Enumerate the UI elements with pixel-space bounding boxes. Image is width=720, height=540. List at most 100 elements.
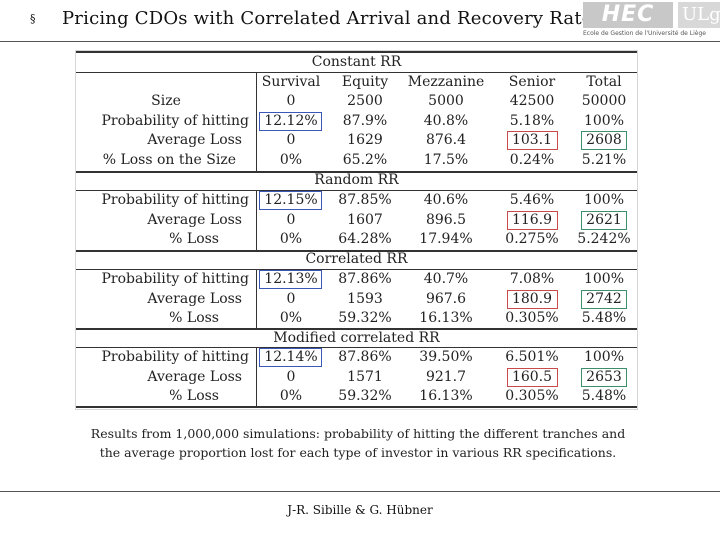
row-label: Average Loss — [147, 368, 242, 385]
table-cell: 87.86% — [338, 349, 392, 365]
table-cell: 39.50% — [419, 349, 473, 365]
highlight-box-survival — [259, 270, 322, 289]
highlight-box-senior — [507, 290, 558, 309]
highlight-box-total — [581, 211, 627, 230]
highlight-box-total — [581, 290, 627, 309]
table-cell: 1607 — [347, 211, 383, 228]
section-divider — [76, 347, 637, 348]
table-row: Size 0 2500 5000 42500 50000 — [76, 92, 637, 112]
table-cell: 160.5 — [511, 368, 553, 385]
table-cell: 100% — [583, 192, 625, 208]
table-cell: 0% — [279, 231, 303, 247]
hec-logo-mark: HEC — [583, 2, 673, 28]
section-divider — [76, 171, 637, 173]
table-cell: 16.13% — [419, 310, 473, 326]
row-label: % Loss — [169, 310, 219, 326]
section-title-constant-rr: Constant RR — [311, 54, 402, 70]
table-row: % Loss 0% 64.28% 17.94% 0.275% 5.242% — [76, 230, 637, 250]
row-label: % Loss — [169, 388, 219, 404]
table-cell: 0 — [286, 290, 296, 307]
table-cell: 2608 — [586, 132, 622, 148]
logo-subtitle: École de Gestion de l'Université de Lièg… — [583, 30, 706, 37]
table-cell: 116.9 — [511, 211, 553, 228]
footer-authors: J-R. Sibille & G. Hübner — [287, 503, 433, 517]
column-header-mezzanine: Mezzanine — [407, 74, 485, 90]
hec-ulg-logo: HEC ULg École de Gestion de l'Université… — [583, 2, 720, 42]
section-title-random-rr: Random RR — [314, 172, 399, 188]
table-cell: 0 — [286, 368, 296, 385]
table-row: Probability of hitting 12.12% 87.9% 40.8… — [76, 112, 637, 132]
table-cell: 0.24% — [509, 151, 555, 168]
row-label: Average Loss — [147, 211, 242, 228]
section-divider — [76, 328, 637, 330]
table-cell: 0.305% — [505, 310, 559, 326]
table-cell: 896.5 — [425, 211, 467, 228]
row-label: Probability of hitting — [101, 349, 250, 365]
table-top-rule — [76, 51, 637, 53]
table-cell: 16.13% — [419, 388, 473, 404]
table-cell: 65.2% — [342, 151, 388, 168]
table-cell: 5.21% — [581, 151, 627, 168]
table-cell: 0 — [286, 211, 296, 228]
table-cell: 0% — [279, 388, 303, 404]
table-cell: 87.85% — [338, 192, 392, 208]
highlight-box-survival — [259, 112, 322, 131]
results-table-image: Constant RR Survival Equity Mezzanine Se… — [75, 50, 638, 410]
table-cell: 2653 — [586, 368, 622, 385]
table-row: Average Loss 0 1629 876.4 103.1 2608 — [76, 131, 637, 151]
table-row: % Loss 0% 59.32% 16.13% 0.305% 5.48% — [76, 309, 637, 329]
row-label: Average Loss — [147, 290, 242, 307]
table-cell: 0% — [279, 151, 303, 168]
table-row: % Loss 0% 59.32% 16.13% 0.305% 5.48% — [76, 387, 637, 407]
table-cell: 87.9% — [342, 112, 388, 129]
table-cell: 2621 — [586, 211, 622, 228]
table-cell: 12.12% — [264, 112, 318, 129]
table-row: Probability of hitting 12.14% 87.86% 39.… — [76, 348, 637, 368]
section-divider — [76, 190, 637, 191]
table-cell: 12.15% — [264, 192, 318, 208]
slide-title: Pricing CDOs with Correlated Arrival and… — [62, 8, 603, 29]
table-cell: 59.32% — [338, 388, 392, 404]
highlight-box-survival — [259, 191, 322, 210]
section-divider — [76, 72, 637, 73]
section-title-modified-correlated-rr: Modified correlated RR — [273, 330, 440, 346]
table-cell: 42500 — [509, 93, 555, 109]
highlight-box-senior — [507, 368, 558, 387]
section-title-correlated-rr: Correlated RR — [305, 251, 408, 267]
table-bottom-rule — [76, 406, 637, 408]
table-cell: 0 — [286, 93, 296, 109]
table-cell: 40.8% — [423, 112, 469, 129]
table-cell: 40.7% — [423, 271, 469, 287]
table-cell: 87.86% — [338, 271, 392, 287]
row-label: Size — [151, 93, 181, 109]
table-header-row: Survival Equity Mezzanine Senior Total — [76, 73, 637, 93]
row-label: Probability of hitting — [101, 271, 250, 287]
table-cell: 2742 — [586, 290, 622, 307]
table-cell: 40.6% — [423, 192, 469, 208]
footer-divider — [0, 491, 720, 492]
table-cell: 0.305% — [505, 388, 559, 404]
table-cell: 1593 — [347, 290, 383, 307]
table-cell: 921.7 — [425, 368, 467, 385]
table-cell: 5.48% — [581, 388, 627, 404]
table-cell: 0 — [286, 132, 296, 148]
table-cell: 100% — [583, 271, 625, 287]
table-cell: 967.6 — [425, 290, 467, 307]
row-label: Probability of hitting — [101, 112, 250, 129]
highlight-box-survival — [259, 348, 322, 367]
column-header-total: Total — [586, 74, 622, 90]
table-cell: 1629 — [347, 132, 383, 148]
table-cell: 103.1 — [511, 132, 553, 148]
table-cell: 5.48% — [581, 310, 627, 326]
table-cell: 5.242% — [577, 231, 631, 247]
table-cell: 876.4 — [425, 132, 467, 148]
table-cell: 1571 — [347, 368, 383, 385]
highlight-box-senior — [507, 211, 558, 230]
column-separator — [256, 348, 257, 406]
table-cell: 100% — [583, 112, 625, 129]
table-cell: 5.18% — [509, 112, 555, 129]
table-cell: 5000 — [428, 93, 464, 109]
table-cell: 0% — [279, 310, 303, 326]
table-caption: Results from 1,000,000 simulations: prob… — [90, 426, 626, 460]
table-cell: 64.28% — [338, 231, 392, 247]
